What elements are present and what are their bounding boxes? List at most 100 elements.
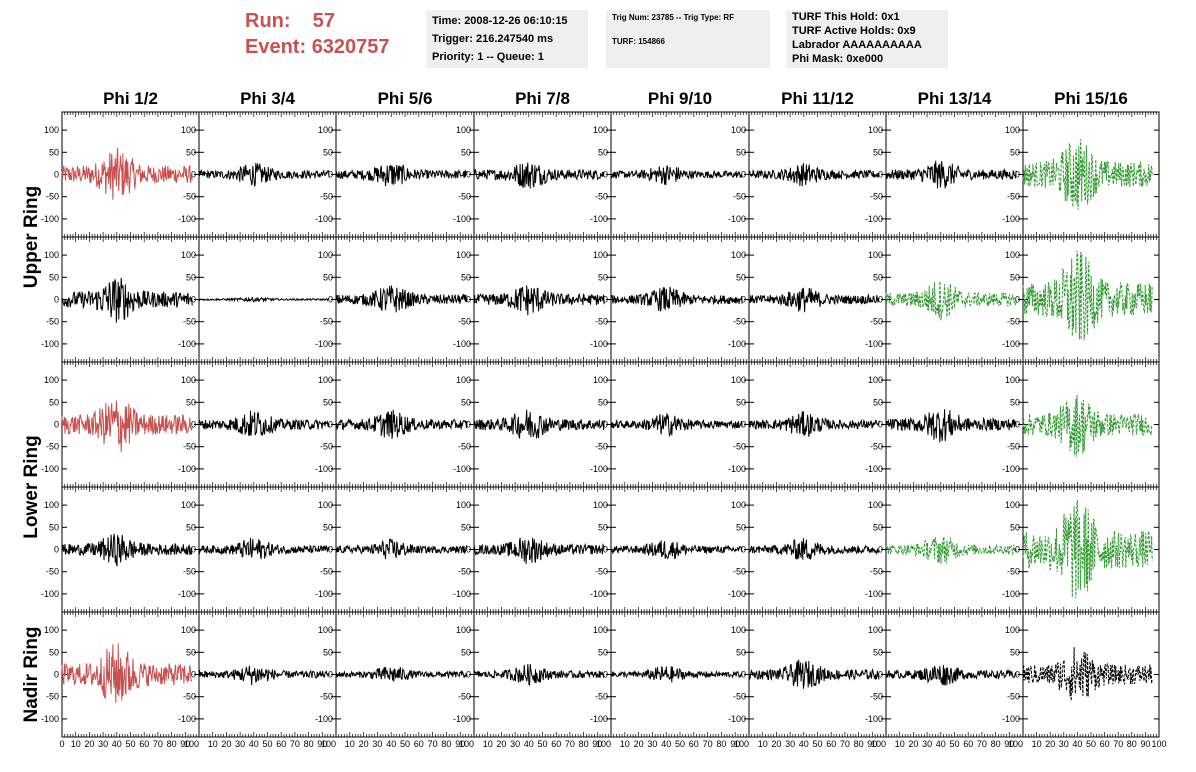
y-tick-label-r1-100: 100 bbox=[44, 125, 59, 135]
y-tick-label-r1-c6-100: 100 bbox=[731, 125, 746, 135]
y-tick-label-r3-c3-0: 0 bbox=[328, 420, 333, 430]
y-tick-label-r2-c4--100: -100 bbox=[453, 339, 471, 349]
y-tick-label-r2--100: -100 bbox=[41, 339, 59, 349]
trigger-info-panel: Trig Num: 23785 -- Trig Type: RF TURF: 1… bbox=[606, 10, 770, 68]
y-tick-label-r1-c6-50: 50 bbox=[736, 147, 746, 157]
y-tick-label-r1-c8-100: 100 bbox=[1005, 125, 1020, 135]
y-tick-label-r2-c7-0: 0 bbox=[878, 295, 883, 305]
y-tick-label-r4-c2-50: 50 bbox=[186, 522, 196, 532]
x-tick-label-c1-70: 70 bbox=[153, 739, 163, 749]
waveform-r1-c4 bbox=[473, 162, 605, 189]
column-header-6: Phi 11/12 bbox=[781, 89, 854, 108]
x-tick-label-c3-100: 100 bbox=[459, 739, 474, 749]
column-header-7: Phi 13/14 bbox=[918, 89, 992, 108]
y-tick-label-r3-c2-50: 50 bbox=[186, 397, 196, 407]
waveform-r5-c6 bbox=[748, 659, 880, 689]
y-tick-label-r2-c4-0: 0 bbox=[466, 295, 471, 305]
y-tick-label-r2-c7-100: 100 bbox=[868, 250, 883, 260]
waveform-r2-c6 bbox=[748, 287, 880, 313]
waveform-r3-c2 bbox=[198, 410, 330, 436]
y-tick-label-r1-c3-50: 50 bbox=[323, 147, 333, 157]
waveform-r3-c1 bbox=[61, 400, 193, 452]
waveform-r4-c2 bbox=[198, 537, 330, 560]
y-tick-label-r3-50: 50 bbox=[49, 397, 59, 407]
y-tick-label-r5-c3-50: 50 bbox=[323, 647, 333, 657]
y-tick-label-r1-c7-50: 50 bbox=[873, 147, 883, 157]
trigger-text: Trigger: 216.247540 ms bbox=[432, 33, 554, 45]
x-tick-label-c6-10: 10 bbox=[758, 739, 768, 749]
x-tick-label-c6-30: 30 bbox=[785, 739, 795, 749]
y-tick-label-r2-c8-100: 100 bbox=[1005, 250, 1020, 260]
y-tick-label-r1-c7-0: 0 bbox=[878, 170, 883, 180]
x-tick-label-c8-100: 100 bbox=[1151, 739, 1166, 749]
y-tick-label-r3-c3--50: -50 bbox=[320, 442, 333, 452]
x-tick-label-c2-90: 90 bbox=[317, 739, 327, 749]
run-value: 57 bbox=[312, 10, 336, 32]
x-tick-label-c8-60: 60 bbox=[1100, 739, 1110, 749]
y-tick-label-r2-c5-0: 0 bbox=[603, 295, 608, 305]
y-tick-label-r1-c5-50: 50 bbox=[598, 147, 608, 157]
waveform-r2-c2 bbox=[198, 296, 330, 303]
y-tick-label-r5-c6--100: -100 bbox=[728, 714, 746, 724]
column-header-4: Phi 7/8 bbox=[515, 89, 570, 108]
waveform-r5-c7 bbox=[885, 664, 1017, 686]
y-tick-label-r3-c3--100: -100 bbox=[315, 464, 333, 474]
y-tick-label-r3-c7--50: -50 bbox=[870, 442, 883, 452]
y-tick-label-r4-c7-50: 50 bbox=[873, 522, 883, 532]
waveform-r3-c5 bbox=[610, 413, 743, 438]
turf-text: TURF: 154866 bbox=[612, 37, 665, 46]
x-tick-label-c3-30: 30 bbox=[372, 739, 382, 749]
y-tick-label-r4-c8-100: 100 bbox=[1005, 500, 1020, 510]
y-tick-label-r1-c6--100: -100 bbox=[728, 214, 746, 224]
y-tick-label-r3-c6--50: -50 bbox=[733, 442, 746, 452]
y-tick-label-r3-100: 100 bbox=[44, 375, 59, 385]
x-tick-label-c5-10: 10 bbox=[620, 739, 630, 749]
y-tick-label-r2-c3-50: 50 bbox=[323, 272, 333, 282]
y-tick-label-r1-c2--100: -100 bbox=[178, 214, 196, 224]
y-tick-label-r3-c4--100: -100 bbox=[453, 464, 471, 474]
x-tick-label-c4-60: 60 bbox=[551, 739, 561, 749]
y-tick-label-r3-c7--100: -100 bbox=[865, 464, 883, 474]
x-tick-label-c4-40: 40 bbox=[524, 739, 534, 749]
y-tick-label-r1-c3-0: 0 bbox=[328, 170, 333, 180]
y-tick-label-r1-c7--50: -50 bbox=[870, 192, 883, 202]
x-tick-label-c6-20: 20 bbox=[771, 739, 781, 749]
x-tick-label-c8-90: 90 bbox=[1140, 739, 1150, 749]
y-tick-label-r4-c8--100: -100 bbox=[1002, 589, 1020, 599]
y-tick-label-r4-c7--100: -100 bbox=[865, 589, 883, 599]
y-tick-label-r5-c5-100: 100 bbox=[593, 625, 608, 635]
waveform-r2-c5 bbox=[611, 286, 743, 312]
y-tick-label-r5-c4--50: -50 bbox=[458, 692, 471, 702]
y-tick-label-r3-c3-50: 50 bbox=[323, 397, 333, 407]
waveform-r4-c5 bbox=[610, 540, 743, 560]
panel-frame-r1-c8 bbox=[1022, 111, 1160, 238]
row-label-3: Nadir Ring bbox=[21, 626, 42, 722]
x-tick-label-c4-80: 80 bbox=[579, 739, 589, 749]
x-tick-label-c2-40: 40 bbox=[249, 739, 259, 749]
x-tick-label-c1-0: 0 bbox=[59, 739, 64, 749]
y-tick-label-r3-c2--50: -50 bbox=[183, 442, 196, 452]
y-tick-label-r4-c7--50: -50 bbox=[870, 567, 883, 577]
y-tick-label-r2--50: -50 bbox=[46, 317, 59, 327]
y-tick-label-r5-50: 50 bbox=[49, 647, 59, 657]
y-tick-label-r3-c7-50: 50 bbox=[873, 397, 883, 407]
x-tick-label-c5-50: 50 bbox=[675, 739, 685, 749]
y-tick-label-r5-c2-100: 100 bbox=[181, 625, 196, 635]
waveform-r3-c3 bbox=[335, 409, 468, 439]
column-header-8: Phi 15/16 bbox=[1054, 89, 1128, 108]
y-tick-label-r3-c8--100: -100 bbox=[1002, 464, 1020, 474]
y-tick-label-r3--100: -100 bbox=[41, 464, 59, 474]
labrador-text: Labrador AAAAAAAAAA bbox=[792, 39, 922, 51]
y-tick-label-r1-c8--50: -50 bbox=[1007, 192, 1020, 202]
y-tick-label-r3-c4-100: 100 bbox=[456, 375, 471, 385]
y-tick-label-r2-c3-100: 100 bbox=[318, 250, 333, 260]
y-tick-label-r5--100: -100 bbox=[41, 714, 59, 724]
y-tick-label-r1-c5-100: 100 bbox=[593, 125, 608, 135]
waveform-r2-c3 bbox=[335, 285, 468, 313]
y-tick-label-r5-c2-50: 50 bbox=[186, 647, 196, 657]
column-header-1: Phi 1/2 bbox=[103, 89, 158, 108]
y-tick-label-r5-c6-50: 50 bbox=[736, 647, 746, 657]
y-tick-label-r2-c6-50: 50 bbox=[736, 272, 746, 282]
turf-active-holds-text: TURF Active Holds: 0x9 bbox=[792, 25, 916, 37]
y-tick-label-r1-c8-50: 50 bbox=[1010, 147, 1020, 157]
